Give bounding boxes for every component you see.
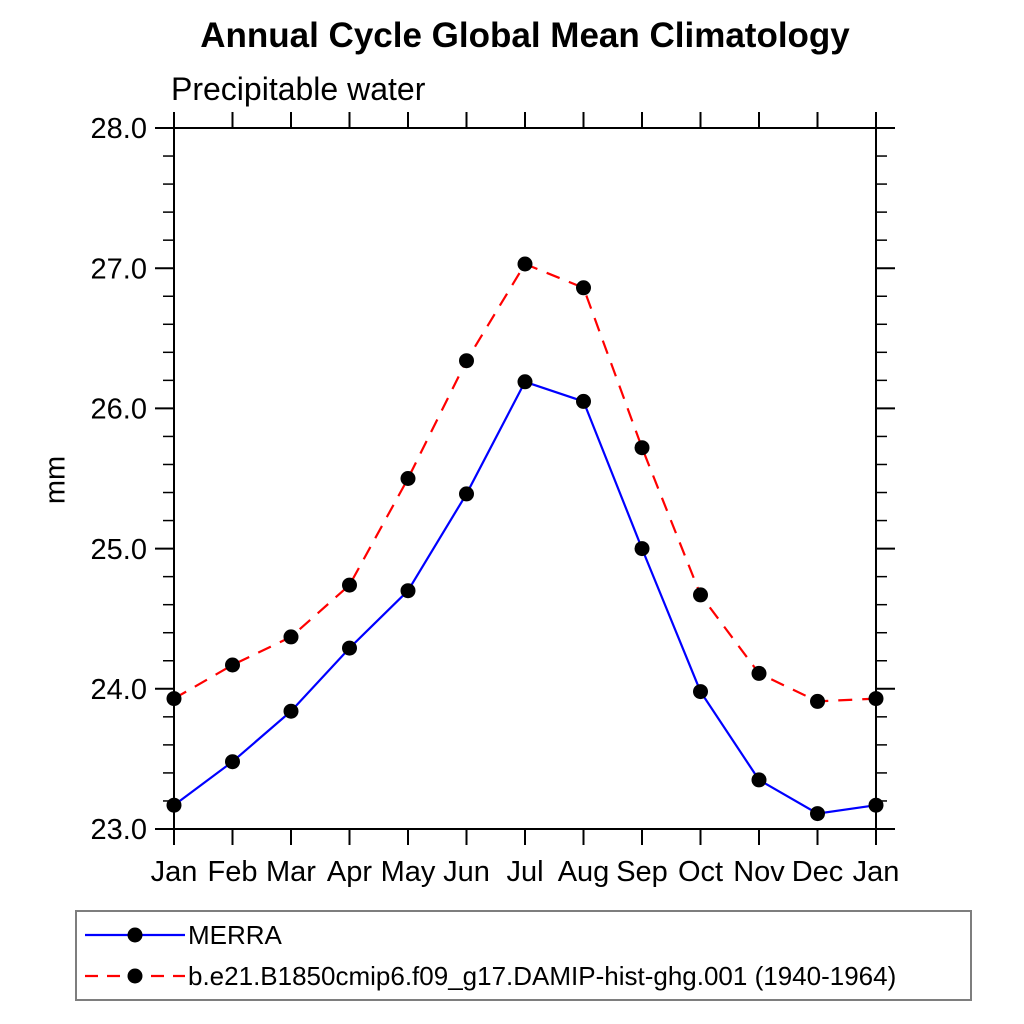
data-point-damip-hist-ghg [283, 629, 299, 645]
data-point-damip-hist-ghg [166, 691, 182, 707]
x-tick-label: Aug [558, 856, 610, 888]
data-point-damip-hist-ghg [810, 693, 825, 709]
x-tick-label: Jun [443, 856, 490, 888]
legend-label-damip-hist-ghg: b.e21.B1850cmip6.f09_g17.DAMIP-hist-ghg.… [188, 960, 897, 991]
y-tick-label: 25.0 [91, 534, 147, 566]
x-tick-label: Apr [327, 856, 372, 888]
data-point-merra [868, 797, 884, 813]
x-tick-label: May [381, 856, 436, 888]
x-tick-label: Mar [266, 856, 316, 888]
data-point-merra [166, 797, 182, 813]
y-tick-label: 27.0 [91, 253, 147, 285]
data-point-merra [634, 541, 650, 557]
legend: MERRA b.e21.B1850cmip6.f09_g17.DAMIP-his… [75, 910, 972, 1001]
legend-item-merra: MERRA [84, 915, 970, 956]
legend-line-sample-damip-hist-ghg [85, 968, 185, 984]
data-point-damip-hist-ghg [751, 665, 767, 681]
data-point-damip-hist-ghg [517, 256, 533, 272]
chart-subtitle: Precipitable water [171, 71, 426, 107]
data-point-merra [517, 374, 533, 390]
data-point-merra [342, 640, 357, 656]
x-tick-label: Jul [506, 856, 543, 888]
data-point-damip-hist-ghg [342, 577, 357, 593]
data-point-damip-hist-ghg [225, 657, 240, 673]
data-point-damip-hist-ghg [400, 471, 416, 486]
data-point-merra [810, 806, 825, 822]
x-tick-label: Nov [733, 856, 785, 888]
legend-marker-dot-icon [127, 927, 143, 943]
legend-label-merra: MERRA [188, 919, 282, 950]
data-point-damip-hist-ghg [634, 440, 650, 456]
legend-line-sample-merra [85, 927, 185, 943]
y-tick-label: 24.0 [91, 674, 147, 706]
data-point-merra [693, 684, 708, 700]
data-point-damip-hist-ghg [576, 280, 591, 296]
x-tick-label: Feb [208, 856, 258, 888]
data-point-merra [576, 393, 591, 409]
data-point-merra [459, 486, 474, 502]
data-point-damip-hist-ghg [459, 353, 474, 369]
series-line-merra [173, 380, 877, 815]
legend-marker-dot-icon [127, 968, 143, 984]
y-tick-label: 23.0 [91, 814, 147, 846]
data-point-merra [283, 703, 299, 719]
x-tick-label: Jan [853, 856, 900, 888]
legend-item-damip-hist-ghg: b.e21.B1850cmip6.f09_g17.DAMIP-hist-ghg.… [84, 956, 970, 997]
data-point-merra [751, 772, 767, 788]
data-point-merra [400, 583, 416, 599]
y-tick-label: 26.0 [91, 394, 147, 426]
series-line-damip-hist-ghg [173, 262, 877, 703]
data-point-damip-hist-ghg [693, 587, 708, 603]
data-point-merra [225, 754, 240, 770]
x-tick-label: Jan [151, 856, 198, 888]
x-tick-label: Sep [616, 856, 668, 888]
y-tick-label: 28.0 [91, 113, 147, 145]
plot-frame [173, 127, 877, 830]
x-tick-label: Dec [792, 856, 844, 888]
chart-title: Annual Cycle Global Mean Climatology [200, 16, 850, 55]
x-tick-label: Oct [678, 856, 723, 888]
data-point-damip-hist-ghg [868, 691, 884, 707]
